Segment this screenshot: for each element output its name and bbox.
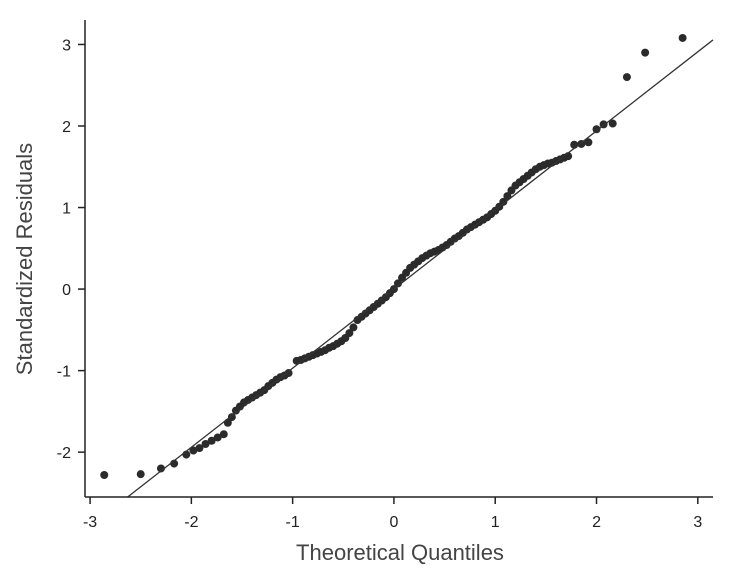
data-point	[592, 125, 601, 134]
data-point	[499, 197, 508, 206]
data-point	[201, 440, 210, 448]
x-ticks: -3 -2 -1 0 1 2 3	[83, 497, 702, 531]
y-tick-label: -1	[57, 364, 71, 381]
data-point	[641, 48, 650, 57]
data-point	[136, 470, 145, 479]
y-tick-label: 3	[62, 37, 71, 54]
x-tick-label: 0	[389, 514, 398, 531]
data-point	[608, 119, 617, 128]
data-point	[345, 329, 354, 338]
x-tick-label: 2	[592, 514, 601, 531]
data-point	[284, 369, 293, 378]
data-point	[393, 279, 402, 288]
data-point	[622, 73, 631, 82]
x-tick-label: 3	[693, 514, 702, 531]
y-axis-title: Standardized Residuals	[12, 143, 37, 375]
data-point	[349, 323, 358, 332]
x-axis-title: Theoretical Quantiles	[296, 540, 504, 565]
x-tick-label: -1	[286, 514, 300, 531]
data-point	[584, 138, 593, 147]
y-tick-label: 1	[62, 201, 71, 218]
data-point	[100, 470, 109, 479]
data-point	[195, 444, 204, 453]
reference-line	[127, 39, 714, 498]
data-point	[207, 436, 216, 445]
y-tick-label: 0	[62, 282, 71, 299]
data-point	[156, 464, 165, 473]
x-tick-label: 1	[491, 514, 500, 531]
data-point	[213, 433, 222, 442]
data-point	[189, 446, 198, 455]
x-tick-label: -3	[83, 514, 97, 531]
data-point	[219, 430, 228, 439]
y-ticks: -2 -1 0 1 2 3	[57, 37, 85, 462]
points-layer	[100, 33, 687, 479]
data-point	[678, 33, 687, 42]
y-tick-label: 2	[62, 119, 71, 136]
data-point	[227, 413, 236, 422]
y-tick-label: -2	[57, 445, 71, 462]
x-tick-label: -2	[184, 514, 198, 531]
